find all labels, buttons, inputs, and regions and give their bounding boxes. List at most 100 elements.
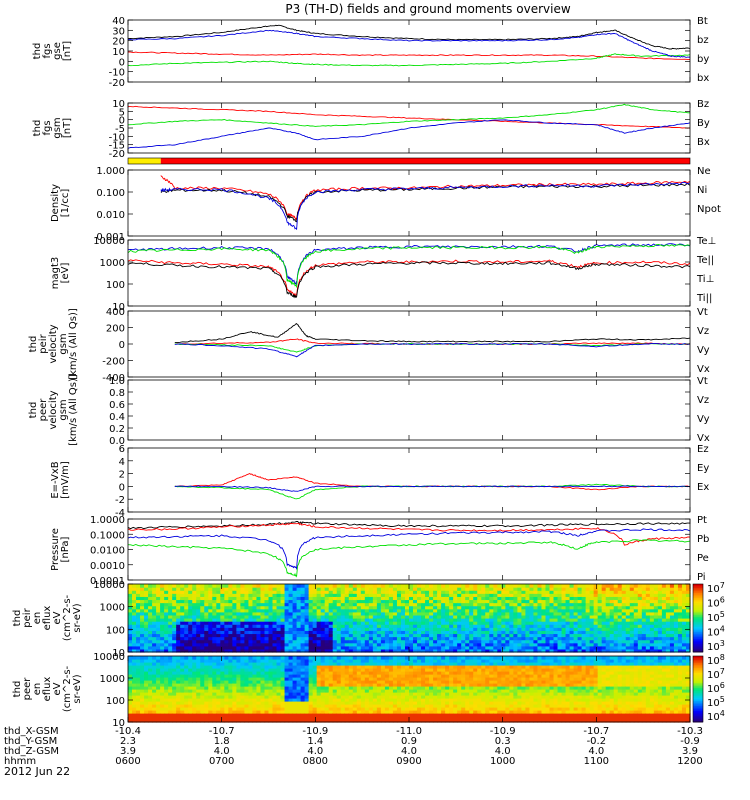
heatmap-cell [328,596,334,601]
heatmap-cell [268,599,274,604]
heatmap-cell [324,701,330,705]
heatmap-cell [533,584,539,588]
heatmap-cell [617,639,623,644]
heatmap-cell [517,636,522,641]
heatmap-cell [380,659,386,663]
heatmap-cell [593,633,599,638]
heatmap-cell [421,645,426,650]
heatmap-peir_spec [128,584,691,653]
heatmap-cell [425,639,430,644]
heatmap-cell [433,618,438,622]
heatmap-cell [392,695,398,699]
heatmap-cell [340,627,346,631]
heatmap-cell [384,624,390,628]
heatmap-cell [569,630,575,635]
heatmap-cell [469,648,474,653]
heatmap-cell [625,596,631,601]
heatmap-cell [489,627,494,631]
heatmap-cell [276,602,282,607]
heatmap-cell [344,692,350,696]
heatmap-cell [292,596,298,601]
heatmap-cell [617,608,623,613]
heatmap-cell [212,695,217,699]
heatmap-cell [128,662,133,666]
heatmap-cell [292,656,298,660]
heatmap-cell [613,639,619,644]
heatmap-cell [661,636,667,641]
heatmap-cell [449,590,454,594]
heatmap-cell [236,701,241,705]
heatmap-cell [417,636,422,641]
heatmap-cell [384,665,390,669]
heatmap-cell [565,593,571,597]
heatmap-cell [597,618,603,622]
y-axis-label: thd [32,43,43,60]
heatmap-cell [657,624,663,628]
heatmap-cell [140,677,145,681]
heatmap-cell [320,683,326,687]
heatmap-cell [220,599,225,604]
heatmap-cell [188,618,193,622]
heatmap-cell [673,636,679,641]
heatmap-cell [421,608,426,613]
heatmap-cell [437,587,442,591]
heatmap-cell [609,639,615,644]
heatmap-cell [284,627,290,631]
heatmap-cell [529,642,535,647]
heatmap-cell [220,692,225,696]
heatmap-cell [409,611,414,616]
heatmap-cell [196,648,201,653]
heatmap-cell [356,713,362,717]
heatmap-cell [384,599,390,604]
heatmap-cell [288,624,294,628]
heatmap-cell [208,590,213,594]
heatmap-cell [497,645,502,650]
heatmap-cell [336,627,342,631]
heatmap-cell [557,593,563,597]
heatmap-cell [557,608,563,613]
heatmap-cell [340,639,346,644]
heatmap-cell [673,593,679,597]
heatmap-cell [164,599,169,604]
heatmap-cell [252,671,258,675]
heatmap-cell [316,662,322,666]
heatmap-cell [372,587,378,591]
heatmap-cell [348,642,354,647]
heatmap-cell [380,710,386,714]
heatmap-cell [132,587,137,591]
heatmap-cell [192,608,197,613]
y-axis-label: [km/s (All Qs)] [68,308,79,380]
heatmap-cell [581,639,587,644]
heatmap-cell [328,645,334,650]
heatmap-cell [413,639,418,644]
heatmap-cell [228,602,233,607]
heatmap-cell [521,608,527,613]
heatmap-cell [521,639,527,644]
heatmap-cell [497,590,502,594]
heatmap-cell [352,716,358,720]
heatmap-cell [613,602,619,607]
heatmap-cell [645,630,651,635]
heatmap-cell [637,636,643,641]
heatmap-cell [208,659,213,663]
heatmap-cell [384,719,390,723]
heatmap-cell [192,611,197,616]
heatmap-cell [344,602,350,607]
colorbar-tick-label: 104 [707,625,725,639]
heatmap-cell [260,665,266,669]
heatmap-cell [248,716,254,720]
heatmap-cell [360,584,366,588]
heatmap-cell [252,621,258,625]
heatmap-cell [649,627,655,631]
heatmap-cell [501,645,506,650]
heatmap-cell [260,608,266,613]
heatmap-cell [653,605,659,610]
heatmap-cell [264,627,270,631]
heatmap-cell [252,719,258,723]
heatmap-cell [188,630,193,635]
heatmap-cell [348,605,354,610]
y-tick-label: 100 [106,625,125,636]
heatmap-cell [549,602,555,607]
heatmap-cell [388,587,394,591]
heatmap-cell [172,593,177,597]
